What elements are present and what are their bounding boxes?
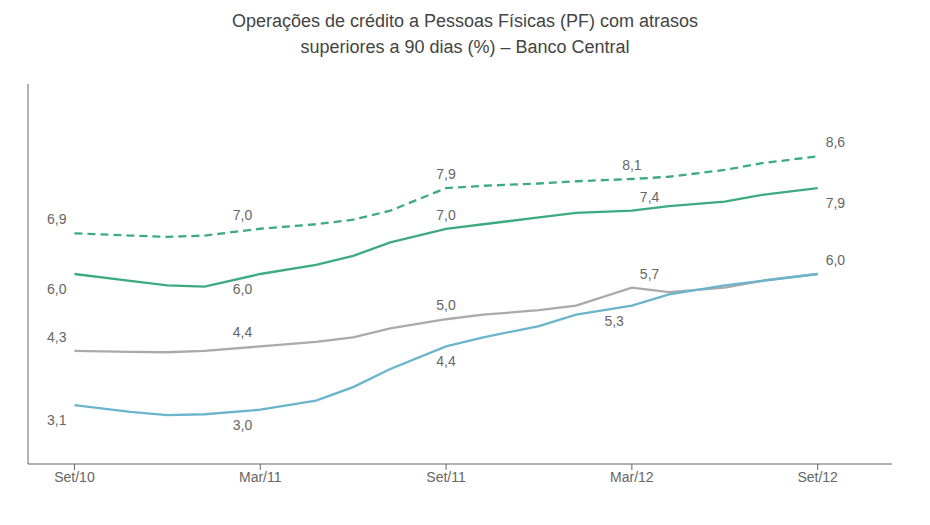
svg-text:Set/10: Set/10 xyxy=(54,469,95,485)
svg-text:5,3: 5,3 xyxy=(604,313,624,329)
svg-text:5,7: 5,7 xyxy=(640,266,660,282)
svg-text:4,4: 4,4 xyxy=(233,324,253,340)
svg-text:6,9: 6,9 xyxy=(47,211,67,227)
svg-text:7,9: 7,9 xyxy=(436,166,456,182)
svg-text:Mar/11: Mar/11 xyxy=(239,469,282,485)
svg-text:3,0: 3,0 xyxy=(233,417,253,433)
svg-text:Set/12: Set/12 xyxy=(797,469,838,485)
svg-text:5,0: 5,0 xyxy=(436,297,456,313)
svg-text:7,0: 7,0 xyxy=(436,207,456,223)
svg-text:8,6: 8,6 xyxy=(826,134,846,150)
svg-text:4,3: 4,3 xyxy=(47,329,67,345)
svg-text:6,0: 6,0 xyxy=(826,252,846,268)
svg-text:6,0: 6,0 xyxy=(233,281,253,297)
svg-text:8,1: 8,1 xyxy=(622,157,642,173)
html-text:superiores a 90 dias (%) – Ban: superiores a 90 dias (%) – Banco Central xyxy=(300,37,630,57)
svg-text:Set/11: Set/11 xyxy=(426,469,466,485)
svg-text:7,0: 7,0 xyxy=(233,207,253,223)
html-text:Operações de crédito a Pessoas: Operações de crédito a Pessoas Físicas (… xyxy=(231,11,699,31)
svg-text:3,1: 3,1 xyxy=(47,412,67,428)
svg-text:6,0: 6,0 xyxy=(47,281,67,297)
svg-text:4,4: 4,4 xyxy=(436,353,456,369)
svg-text:7,4: 7,4 xyxy=(640,189,660,205)
svg-text:7,9: 7,9 xyxy=(826,195,846,211)
svg-text:Mar/12: Mar/12 xyxy=(610,469,654,485)
